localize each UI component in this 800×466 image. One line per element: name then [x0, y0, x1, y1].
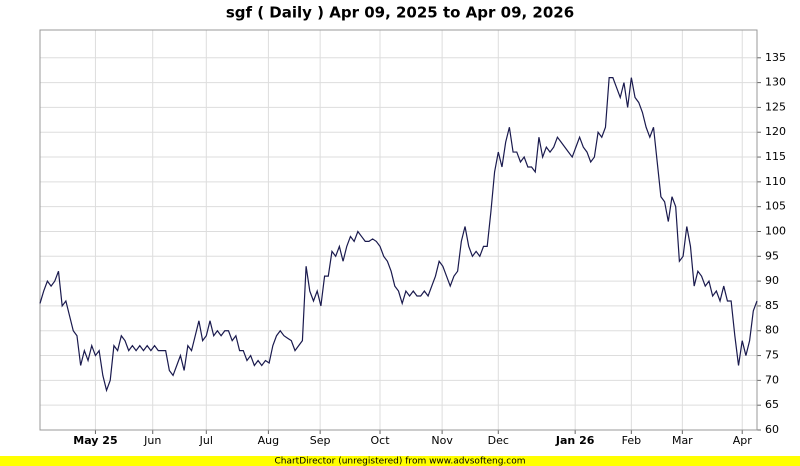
y-tick-label: 110 [765, 175, 786, 188]
x-tick-label: Dec [488, 434, 509, 447]
x-tick-label: Apr [733, 434, 753, 447]
x-tick-label: May 25 [73, 434, 117, 447]
x-tick-label: Feb [622, 434, 641, 447]
y-tick-label: 115 [765, 150, 786, 163]
plot-border [39, 29, 758, 431]
x-tick-label: Nov [431, 434, 453, 447]
y-tick-label: 135 [765, 51, 786, 64]
footer: ChartDirector (unregistered) from www.ad… [274, 457, 525, 466]
x-tick-label: Sep [310, 434, 331, 447]
y-tick-label: 75 [765, 349, 779, 362]
x-tick-label: Oct [371, 434, 391, 447]
y-tick-label: 70 [765, 373, 779, 386]
x-tick-label: Mar [672, 434, 693, 447]
y-tick-label: 85 [765, 299, 779, 312]
chart-title: sgf ( Daily ) Apr 09, 2025 to Apr 09, 20… [226, 4, 574, 22]
x-tick-label: Aug [258, 434, 279, 447]
x-tick-label: Jul [199, 434, 213, 447]
plot-area [39, 29, 758, 431]
y-tick-label: 105 [765, 200, 786, 213]
y-tick-label: 60 [765, 423, 779, 436]
y-tick-label: 65 [765, 398, 779, 411]
y-tick-label: 100 [765, 224, 786, 237]
y-tick-label: 130 [765, 76, 786, 89]
y-tick-label: 125 [765, 100, 786, 113]
y-tick-label: 80 [765, 324, 779, 337]
y-tick-label: 90 [765, 274, 779, 287]
y-tick-label: 120 [765, 125, 786, 138]
x-tick-label: Jan 26 [555, 434, 595, 447]
price-line [39, 77, 758, 393]
x-tick-label: Jun [143, 434, 161, 447]
footer-band [0, 456, 800, 466]
y-tick-label: 95 [765, 249, 779, 262]
